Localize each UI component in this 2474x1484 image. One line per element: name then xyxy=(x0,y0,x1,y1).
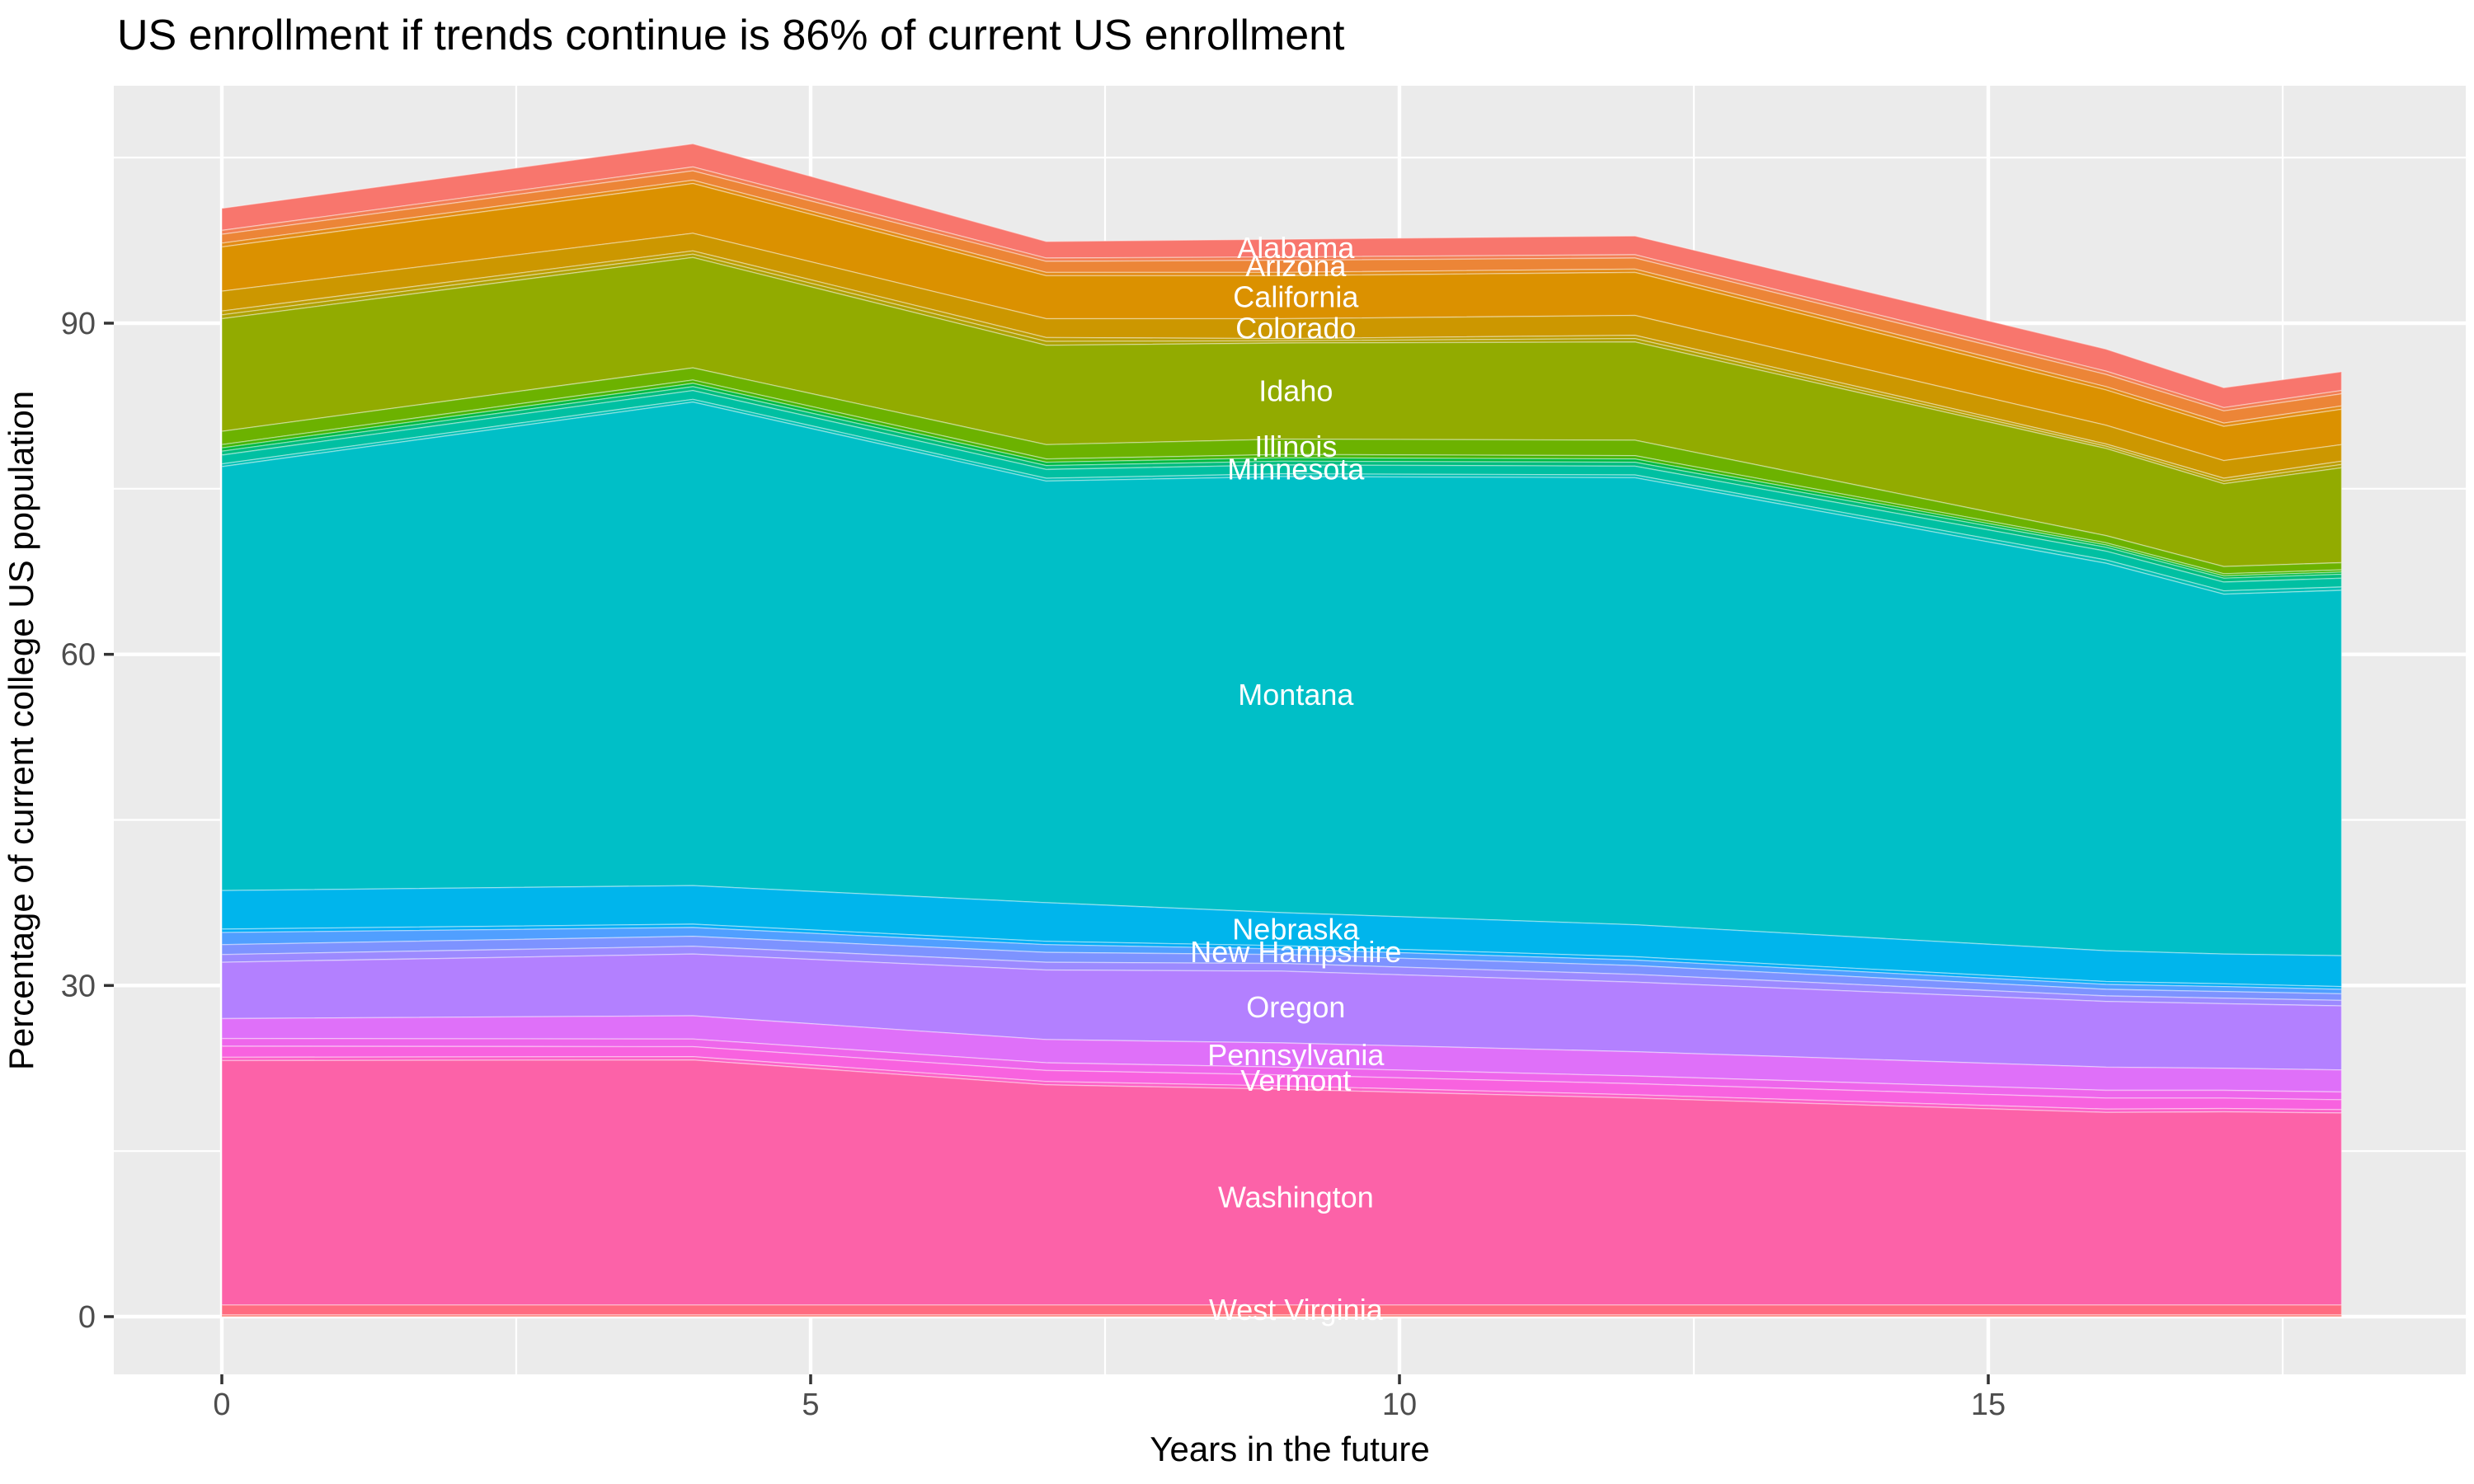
y-axis-title: Percentage of current college US populat… xyxy=(2,391,40,1070)
band-label-california: California xyxy=(1233,279,1359,313)
x-axis-title: Years in the future xyxy=(1150,1430,1429,1468)
x-tick-label-15: 15 xyxy=(1971,1388,2006,1422)
x-tick-label-10: 10 xyxy=(1382,1388,1417,1422)
chart-title: US enrollment if trends continue is 86% … xyxy=(117,12,1345,59)
x-tick-label-0: 0 xyxy=(213,1388,230,1422)
y-tick-label-90: 90 xyxy=(61,307,96,341)
band-label-minnesota: Minnesota xyxy=(1227,452,1365,486)
band-label-vermont: Vermont xyxy=(1240,1064,1351,1097)
band-label-nebraska: Nebraska xyxy=(1232,913,1360,946)
band-label-west-virginia: West Virginia xyxy=(1209,1293,1384,1327)
band-label-washington: Washington xyxy=(1218,1180,1374,1214)
y-tick-label-30: 30 xyxy=(61,969,96,1003)
band-label-idaho: Idaho xyxy=(1258,373,1333,407)
y-tick-label-60: 60 xyxy=(61,638,96,673)
band-label-illinois: Illinois xyxy=(1254,430,1337,463)
area-band-unlabeled-28 xyxy=(221,1314,2343,1317)
axis-ticks xyxy=(104,322,1990,1384)
band-label-oregon: Oregon xyxy=(1246,990,1345,1024)
stacked-areas xyxy=(221,143,2343,1317)
band-label-alabama: Alabama xyxy=(1237,231,1355,265)
axis-tick-labels: 0 5 10 15 0 30 60 90 xyxy=(61,307,2006,1422)
band-label-new-hampshire: New Hampshire xyxy=(1190,935,1401,969)
band-label-colorado: Colorado xyxy=(1235,312,1356,345)
band-label-montana: Montana xyxy=(1238,678,1354,711)
y-tick-label-0: 0 xyxy=(78,1300,96,1335)
band-label-arizona: Arizona xyxy=(1245,249,1347,283)
x-tick-label-5: 5 xyxy=(802,1388,819,1422)
band-label-pennsylvania: Pennsylvania xyxy=(1207,1038,1385,1072)
